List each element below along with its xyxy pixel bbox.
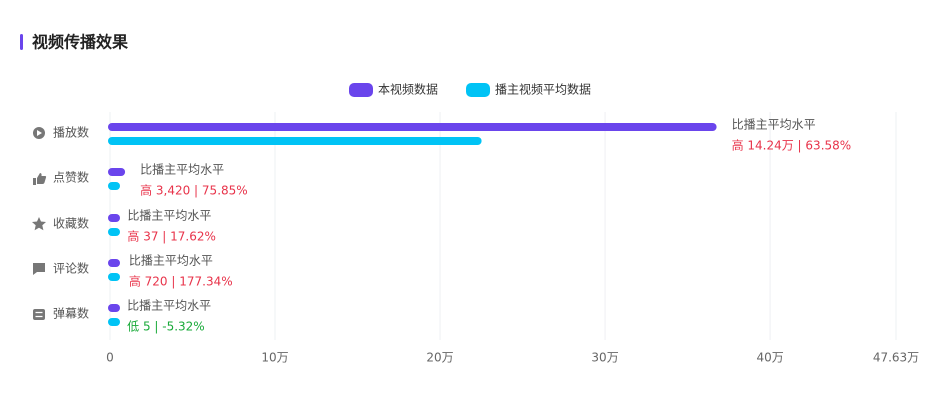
x-tick-label: 20万: [426, 351, 453, 365]
annotation-label: 比播主平均水平: [127, 209, 211, 223]
icon-star: [31, 217, 46, 231]
legend-label: 本视频数据: [378, 82, 438, 97]
icon-danmaku: [33, 309, 45, 320]
chart-title: 视频传播效果: [32, 33, 128, 52]
y-tick-label: 点赞数: [53, 170, 89, 185]
annotation-value: 高 14.24万 | 63.58%: [732, 138, 852, 153]
annotation-value: 低 5 | -5.32%: [127, 320, 205, 334]
category-icons: [31, 127, 47, 320]
annotation-value: 高 720 | 177.34%: [129, 274, 233, 289]
icon-play-arrow: [37, 130, 42, 136]
x-tick-label: 0: [106, 351, 114, 365]
y-tick-label: 评论数: [53, 261, 89, 276]
x-tick-label: 10万: [261, 351, 288, 365]
y-tick-label: 弹幕数: [53, 306, 89, 321]
annotation-label: 比播主平均水平: [140, 163, 224, 177]
x-tick-label: 30万: [591, 351, 618, 365]
annotation-value: 高 3,420 | 75.85%: [140, 183, 248, 198]
annotation-label: 比播主平均水平: [129, 254, 213, 268]
icon-danmaku-lines: [35, 311, 43, 318]
y-tick-label: 播放数: [53, 125, 89, 140]
icon-comment: [33, 263, 45, 275]
x-tick-label: 47.63万: [873, 351, 919, 365]
icon-like: [33, 173, 47, 185]
legend-swatch: [466, 83, 491, 97]
title-accent: [20, 34, 23, 50]
legend-swatch: [349, 83, 373, 97]
y-tick-label: 收藏数: [53, 216, 89, 231]
annotation-value: 高 37 | 17.62%: [127, 229, 216, 244]
legend-label: 播主视频平均数据: [495, 82, 591, 97]
annotation-label: 比播主平均水平: [127, 299, 211, 313]
x-tick-label: 40万: [756, 351, 783, 365]
annotation-label: 比播主平均水平: [732, 118, 816, 132]
